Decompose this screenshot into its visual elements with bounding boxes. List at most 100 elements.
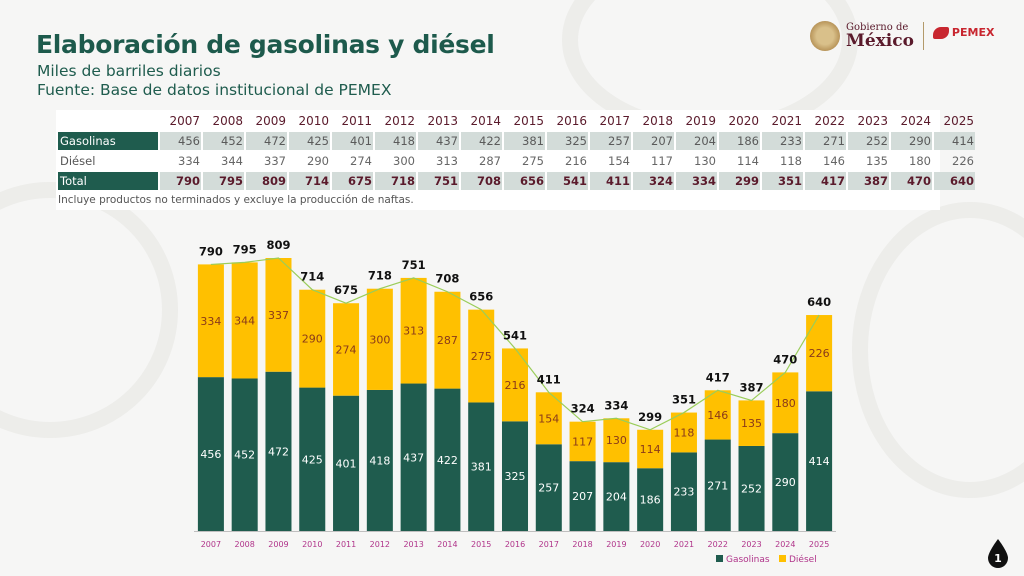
table-cell: 751 <box>418 172 459 190</box>
data-label-total: 656 <box>469 290 493 304</box>
x-tick-label: 2019 <box>606 540 626 549</box>
page-title: Elaboración de gasolinas y diésel <box>36 30 495 59</box>
data-label-diesel: 146 <box>707 409 728 422</box>
data-label-diesel: 130 <box>606 434 627 447</box>
data-label-gasolinas: 207 <box>572 490 593 503</box>
bar-diesel <box>806 315 833 392</box>
x-tick-label: 2012 <box>370 540 390 549</box>
legend-swatch-gasolinas <box>716 555 723 562</box>
year-header: 2013 <box>427 114 458 128</box>
mexico-seal-icon <box>810 21 840 51</box>
bar-diesel <box>400 277 427 384</box>
table-cell: 675 <box>332 172 373 190</box>
data-label-diesel: 180 <box>775 397 796 410</box>
logos: Gobierno de México PEMEX <box>810 16 1006 56</box>
row-label: Total <box>58 172 158 190</box>
bar-diesel <box>265 258 292 372</box>
table-cell: 334 <box>178 154 200 168</box>
chart-svg: 456 334 790 2007 452 344 795 2008 472 337 809 2009 4… <box>194 238 836 565</box>
table-header-row: 2007 2008 2009 2010 2011 2012 2013 2014 2015 2016… <box>58 112 975 130</box>
table-cell: 186 <box>719 132 760 150</box>
table-cell: 118 <box>780 154 802 168</box>
year-header: 2012 <box>384 114 415 128</box>
table-cell: 130 <box>694 154 716 168</box>
data-label-total: 640 <box>807 295 831 309</box>
table-cell: 313 <box>436 154 458 168</box>
table-cell: 418 <box>375 132 416 150</box>
table-cell: 714 <box>289 172 330 190</box>
data-label-total: 809 <box>266 238 290 252</box>
x-tick-label: 2007 <box>201 540 221 549</box>
data-label-total: 714 <box>300 270 324 284</box>
table-cell: 290 <box>891 132 932 150</box>
bar-gasolinas <box>704 439 731 531</box>
data-label-diesel: 135 <box>741 417 762 430</box>
bar-gasolinas <box>434 388 461 531</box>
table-cell: 422 <box>461 132 502 150</box>
table-cell: 274 <box>350 154 372 168</box>
bar-diesel <box>772 372 799 434</box>
background-swirl <box>852 202 1024 498</box>
bar-gasolinas <box>637 468 664 531</box>
bar-gasolinas <box>231 378 258 531</box>
year-header: 2009 <box>255 114 286 128</box>
table-cell: 411 <box>590 172 631 190</box>
bar-gasolinas <box>738 445 765 531</box>
table-cell: 325 <box>547 132 588 150</box>
pemex-wordmark: PEMEX <box>951 26 995 39</box>
year-header: 2008 <box>212 114 243 128</box>
data-label-diesel: 216 <box>505 379 526 392</box>
table-cell: 216 <box>565 154 587 168</box>
data-label-gasolinas: 252 <box>741 482 762 495</box>
table-cell: 656 <box>504 172 545 190</box>
bar-gasolinas <box>569 461 596 531</box>
pemex-tagline <box>933 41 995 46</box>
bar-gasolinas <box>299 387 326 531</box>
page-number: 1 <box>994 552 1002 565</box>
data-label-gasolinas: 472 <box>268 445 289 458</box>
data-label-total: 324 <box>571 402 595 416</box>
x-tick-label: 2021 <box>674 540 694 549</box>
data-label-gasolinas: 325 <box>505 470 526 483</box>
data-source: Fuente: Base de datos institucional de P… <box>37 81 392 99</box>
bar-gasolinas <box>806 391 833 531</box>
bar-diesel <box>434 291 461 389</box>
table-cell: 414 <box>934 132 975 150</box>
table-cell: 456 <box>160 132 201 150</box>
data-label-total: 541 <box>503 328 527 342</box>
table-cell: 417 <box>805 172 846 190</box>
bar-diesel <box>231 262 258 379</box>
data-label-gasolinas: 290 <box>775 476 796 489</box>
table-cell: 718 <box>375 172 416 190</box>
x-tick-label: 2009 <box>268 540 288 549</box>
table-cell: 290 <box>307 154 329 168</box>
data-label-diesel: 334 <box>200 315 221 328</box>
data-label-diesel: 337 <box>268 309 289 322</box>
bar-gasolinas <box>400 383 427 531</box>
data-label-total: 470 <box>773 352 797 366</box>
table-cell: 324 <box>633 172 674 190</box>
gobierno-logo: Gobierno de México <box>846 22 914 50</box>
data-label-total: 718 <box>368 269 392 283</box>
bar-diesel <box>197 264 224 378</box>
data-label-total: 675 <box>334 283 358 297</box>
table-cell: 226 <box>952 154 974 168</box>
table-cell: 334 <box>676 172 717 190</box>
year-header: 2023 <box>857 114 888 128</box>
table-cell: 299 <box>719 172 760 190</box>
data-label-diesel: 313 <box>403 325 424 338</box>
year-header: 2025 <box>943 114 974 128</box>
table-cell: 300 <box>393 154 415 168</box>
row-label: Diésel <box>60 154 96 168</box>
x-tick-label: 2008 <box>235 540 255 549</box>
data-label-diesel: 274 <box>336 343 357 356</box>
data-label-total: 417 <box>706 370 730 384</box>
year-header: 2021 <box>771 114 802 128</box>
table-cell: 809 <box>246 172 287 190</box>
year-header: 2017 <box>599 114 630 128</box>
row-label: Gasolinas <box>58 132 158 150</box>
bar-gasolinas <box>265 371 292 531</box>
table-cell: 708 <box>461 172 502 190</box>
table-cell: 344 <box>221 154 243 168</box>
table-row: Total 790 795 809 714 675 718 751 708 656 541 411 32… <box>58 172 975 190</box>
